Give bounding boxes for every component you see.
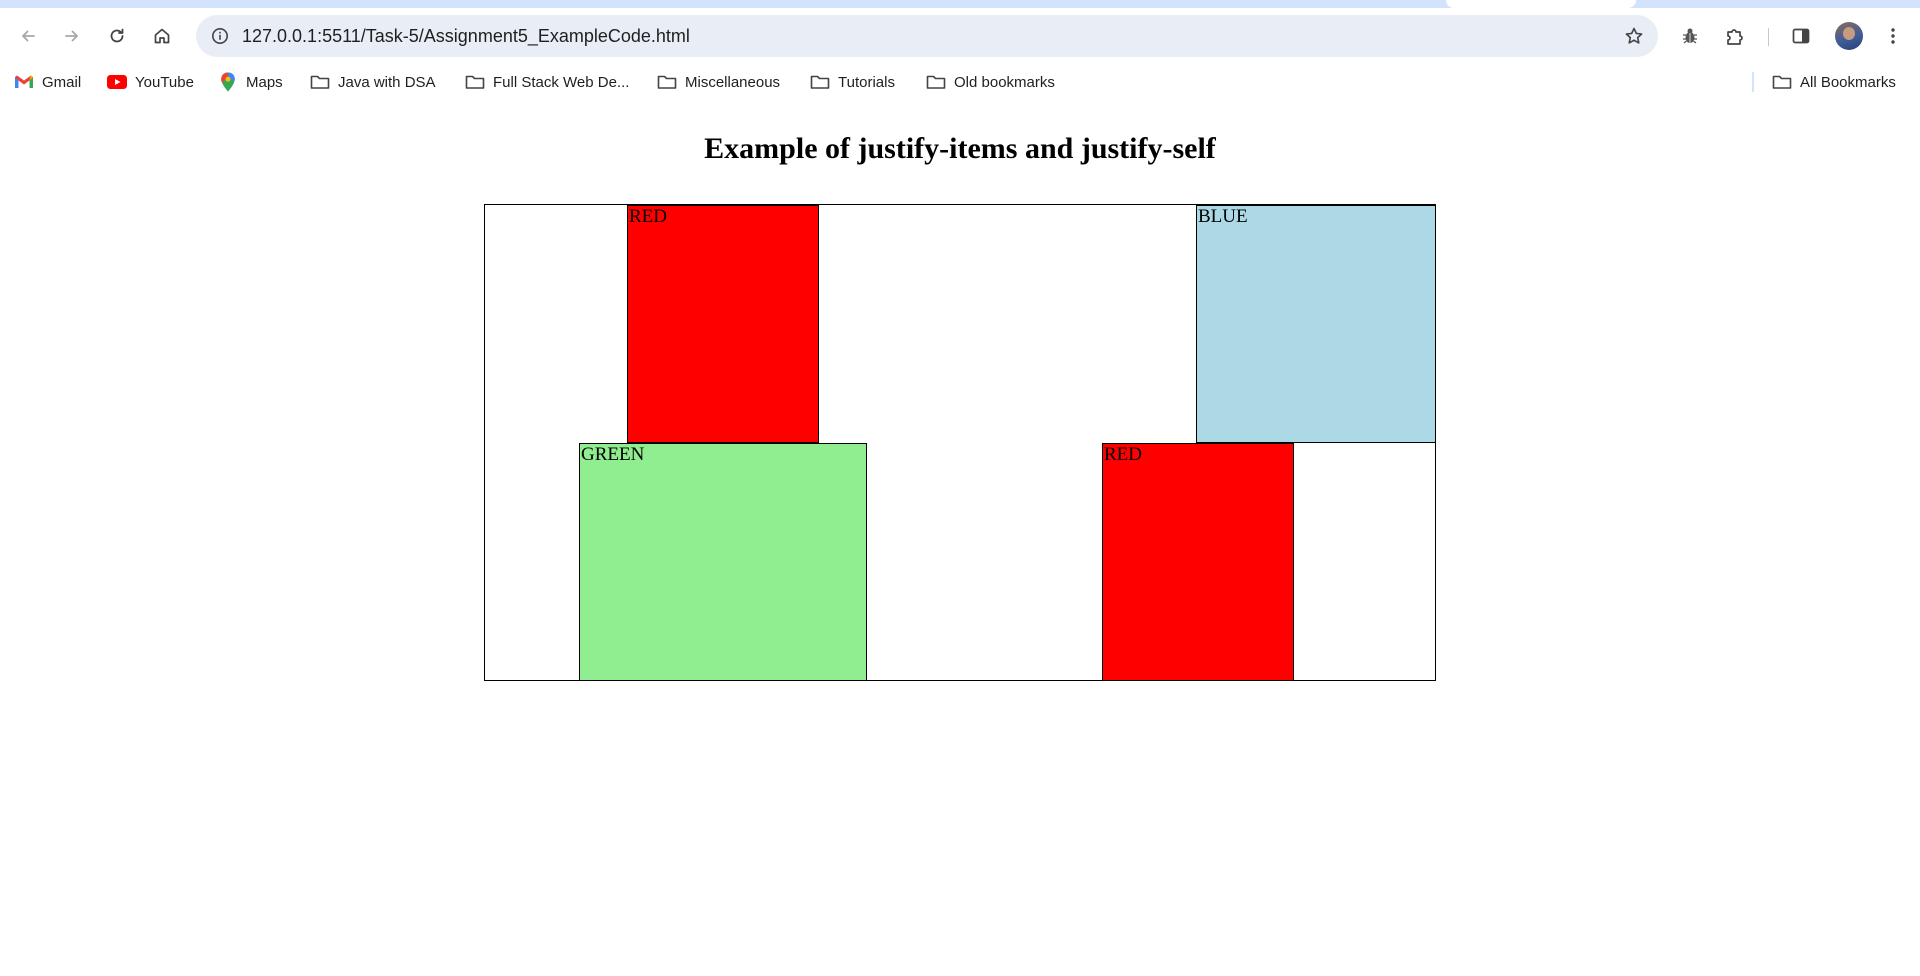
side-panel-button[interactable] xyxy=(1783,18,1819,54)
browser-menu-button[interactable] xyxy=(1875,18,1911,54)
bookmark-folder-full-stack[interactable]: Full Stack Web De... xyxy=(465,68,629,96)
grid-item-red: RED xyxy=(627,205,819,443)
grid-item-red: RED xyxy=(1102,443,1294,681)
bookmark-folder-miscellaneous[interactable]: Miscellaneous xyxy=(657,68,780,96)
info-icon xyxy=(212,28,228,44)
folder-icon xyxy=(810,72,830,92)
puzzle-icon xyxy=(1727,29,1743,45)
reload-icon xyxy=(110,28,124,43)
grid-item-label: GREEN xyxy=(581,444,645,465)
active-tab[interactable] xyxy=(1446,0,1636,8)
forward-button[interactable] xyxy=(54,18,90,54)
profile-avatar[interactable] xyxy=(1835,22,1863,50)
folder-icon xyxy=(926,72,946,92)
bookmark-maps[interactable]: Maps xyxy=(218,68,283,96)
bookmark-label: All Bookmarks xyxy=(1800,73,1896,91)
address-bar[interactable]: 127.0.0.1:5511/Task-5/Assignment5_Exampl… xyxy=(196,15,1658,57)
grid-item-blue: BLUE xyxy=(1196,205,1436,443)
extensions-button[interactable] xyxy=(1717,18,1753,54)
forward-arrow-icon xyxy=(65,30,78,42)
grid-item-label: RED xyxy=(629,206,667,227)
bookmark-label: YouTube xyxy=(135,73,194,91)
bookmark-label: Full Stack Web De... xyxy=(493,73,630,91)
back-button[interactable] xyxy=(10,18,46,54)
page-title: Example of justify-items and justify-sel… xyxy=(704,132,1216,165)
grid-container: RED BLUE GREEN RED xyxy=(484,204,1436,681)
bookmark-folder-java-with-dsa[interactable]: Java with DSA xyxy=(310,68,436,96)
back-arrow-icon xyxy=(22,30,35,42)
bookmarks-bar: Gmail YouTube Maps Java with DSA Full St… xyxy=(0,64,1920,100)
folder-icon xyxy=(657,72,677,92)
tab-strip xyxy=(0,0,1920,8)
bookmark-star-button[interactable] xyxy=(1618,20,1650,52)
toolbar-divider xyxy=(1768,28,1769,46)
grid-item-green: GREEN xyxy=(579,443,867,681)
bookmark-label: Old bookmarks xyxy=(954,73,1055,91)
all-bookmarks-button[interactable]: All Bookmarks xyxy=(1772,68,1896,96)
bookmark-label: Maps xyxy=(246,73,283,91)
bookmark-label: Java with DSA xyxy=(338,73,436,91)
youtube-icon xyxy=(107,72,127,92)
reload-button[interactable] xyxy=(99,18,135,54)
bookmark-youtube[interactable]: YouTube xyxy=(107,68,194,96)
maps-pin-icon xyxy=(218,72,238,92)
bookmark-gmail[interactable]: Gmail xyxy=(14,68,81,96)
home-button[interactable] xyxy=(144,18,180,54)
grid-item-label: BLUE xyxy=(1198,206,1248,227)
url-text[interactable]: 127.0.0.1:5511/Task-5/Assignment5_Exampl… xyxy=(242,26,690,46)
folder-icon xyxy=(465,72,485,92)
bookmark-label: Gmail xyxy=(42,73,82,91)
bookmark-label: Tutorials xyxy=(838,73,895,91)
bug-icon xyxy=(1683,28,1697,44)
grid-item-label: RED xyxy=(1104,444,1142,465)
extension-bug-button[interactable] xyxy=(1672,18,1708,54)
bookmark-label: Miscellaneous xyxy=(685,73,781,91)
page-content: Example of justify-items and justify-sel… xyxy=(0,100,1920,976)
star-icon xyxy=(1625,27,1643,44)
home-icon xyxy=(154,28,170,44)
folder-icon xyxy=(310,72,330,92)
browser-toolbar: 127.0.0.1:5511/Task-5/Assignment5_Exampl… xyxy=(0,8,1920,64)
gmail-icon xyxy=(14,72,34,92)
bookmarks-divider xyxy=(1752,72,1754,92)
site-info-button[interactable] xyxy=(204,20,236,52)
bookmark-folder-old-bookmarks[interactable]: Old bookmarks xyxy=(926,68,1055,96)
avatar-face xyxy=(1843,27,1855,40)
folder-icon xyxy=(1772,72,1792,92)
side-panel-icon xyxy=(1792,28,1810,44)
bookmark-folder-tutorials[interactable]: Tutorials xyxy=(810,68,895,96)
kebab-menu-icon xyxy=(1891,28,1895,44)
